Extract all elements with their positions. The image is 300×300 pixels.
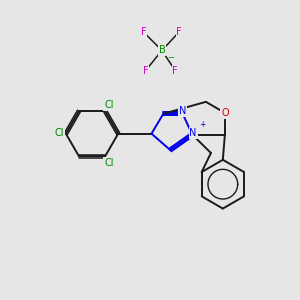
Text: +: + — [199, 120, 205, 129]
Text: F: F — [176, 27, 182, 37]
Text: O: O — [221, 108, 229, 118]
Text: B: B — [158, 45, 165, 56]
Text: Cl: Cl — [104, 158, 114, 168]
Text: F: F — [143, 66, 148, 76]
Text: F: F — [172, 66, 178, 76]
Text: N: N — [179, 106, 186, 116]
Text: Cl: Cl — [104, 100, 114, 110]
Text: F: F — [141, 27, 146, 37]
Text: Cl: Cl — [55, 128, 64, 138]
Text: −: − — [167, 53, 174, 62]
Text: N: N — [189, 128, 197, 138]
